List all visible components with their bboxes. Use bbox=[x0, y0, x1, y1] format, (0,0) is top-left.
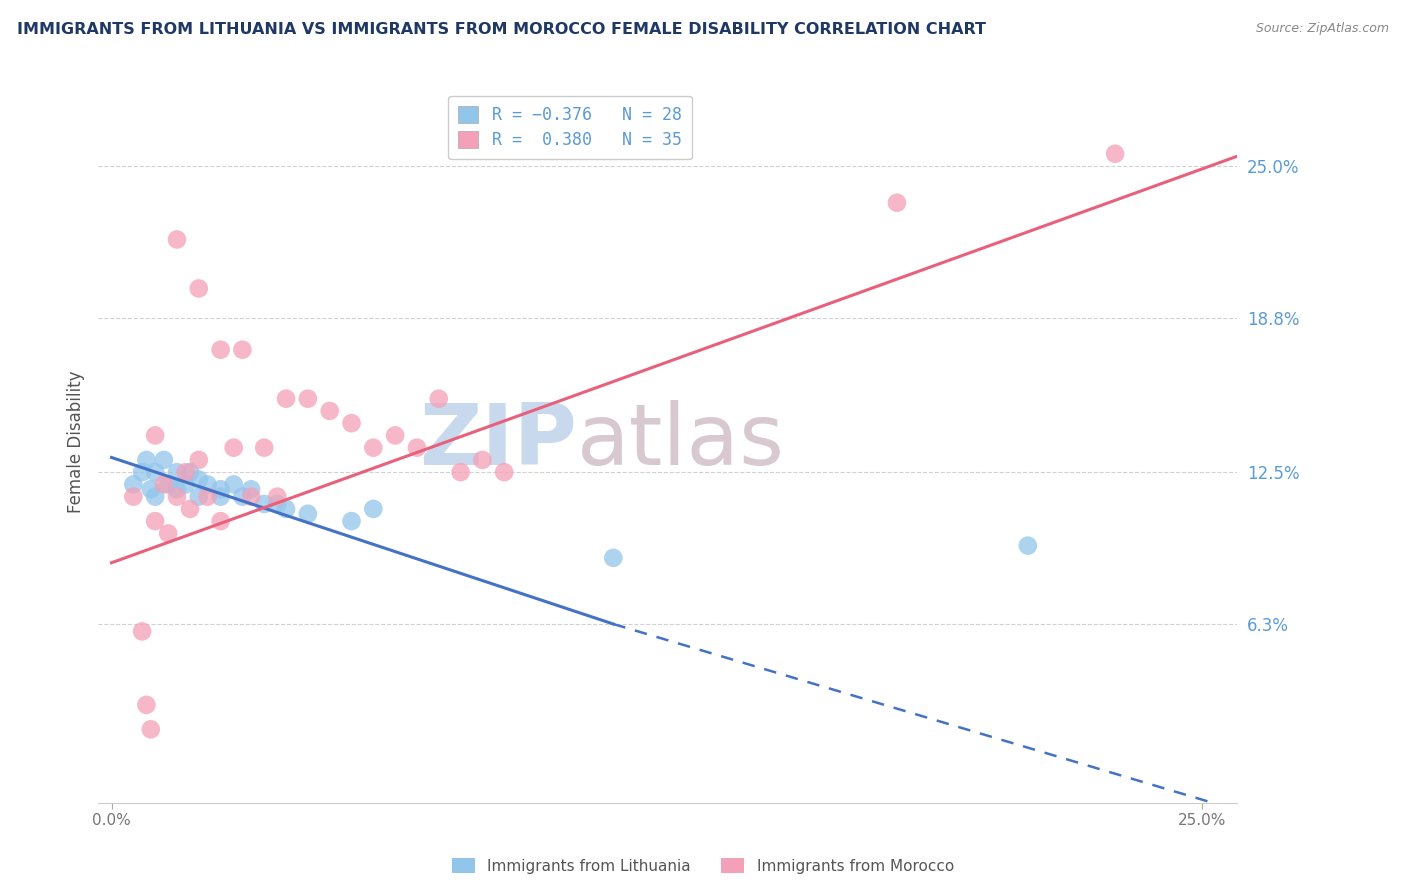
Point bbox=[222, 477, 245, 491]
Point bbox=[602, 550, 624, 565]
Point bbox=[166, 490, 188, 504]
Point bbox=[222, 441, 245, 455]
Point bbox=[139, 723, 162, 737]
Point bbox=[179, 502, 201, 516]
Point bbox=[297, 507, 319, 521]
Point bbox=[209, 514, 232, 528]
Point bbox=[157, 526, 180, 541]
Text: IMMIGRANTS FROM LITHUANIA VS IMMIGRANTS FROM MOROCCO FEMALE DISABILITY CORRELATI: IMMIGRANTS FROM LITHUANIA VS IMMIGRANTS … bbox=[17, 22, 986, 37]
Point bbox=[340, 416, 363, 430]
Point bbox=[166, 232, 188, 246]
Point bbox=[187, 453, 209, 467]
Point bbox=[450, 465, 472, 479]
Point bbox=[157, 477, 180, 491]
Text: ZIP: ZIP bbox=[419, 400, 576, 483]
Point bbox=[231, 490, 253, 504]
Point bbox=[153, 477, 176, 491]
Point bbox=[179, 465, 201, 479]
Point bbox=[340, 514, 363, 528]
Point bbox=[197, 477, 219, 491]
Point bbox=[363, 502, 385, 516]
Point bbox=[209, 483, 232, 497]
Point bbox=[297, 392, 319, 406]
Point bbox=[1017, 539, 1039, 553]
Point bbox=[122, 490, 145, 504]
Point bbox=[143, 465, 166, 479]
Point bbox=[266, 490, 288, 504]
Point bbox=[187, 473, 209, 487]
Point bbox=[318, 404, 340, 418]
Point bbox=[231, 343, 253, 357]
Point bbox=[187, 490, 209, 504]
Y-axis label: Female Disability: Female Disability bbox=[66, 370, 84, 513]
Point bbox=[174, 477, 197, 491]
Point bbox=[240, 483, 263, 497]
Point bbox=[153, 453, 176, 467]
Point bbox=[427, 392, 450, 406]
Point bbox=[139, 483, 162, 497]
Point bbox=[143, 428, 166, 442]
Point bbox=[494, 465, 516, 479]
Point bbox=[384, 428, 406, 442]
Point bbox=[240, 490, 263, 504]
Point bbox=[266, 497, 288, 511]
Point bbox=[135, 453, 157, 467]
Point bbox=[886, 195, 908, 210]
Point bbox=[143, 514, 166, 528]
Point bbox=[174, 465, 197, 479]
Point bbox=[274, 502, 297, 516]
Point bbox=[363, 441, 385, 455]
Point bbox=[274, 392, 297, 406]
Point bbox=[143, 490, 166, 504]
Point bbox=[209, 343, 232, 357]
Point bbox=[471, 453, 494, 467]
Point bbox=[135, 698, 157, 712]
Point bbox=[131, 465, 153, 479]
Point bbox=[122, 477, 145, 491]
Point bbox=[166, 465, 188, 479]
Point bbox=[1104, 146, 1126, 161]
Point bbox=[253, 497, 276, 511]
Point bbox=[187, 281, 209, 295]
Point bbox=[197, 490, 219, 504]
Legend: Immigrants from Lithuania, Immigrants from Morocco: Immigrants from Lithuania, Immigrants fr… bbox=[446, 852, 960, 880]
Point bbox=[166, 483, 188, 497]
Text: Source: ZipAtlas.com: Source: ZipAtlas.com bbox=[1256, 22, 1389, 36]
Point bbox=[406, 441, 429, 455]
Text: atlas: atlas bbox=[576, 400, 785, 483]
Point bbox=[131, 624, 153, 639]
Legend: R = −0.376   N = 28, R =  0.380   N = 35: R = −0.376 N = 28, R = 0.380 N = 35 bbox=[449, 95, 692, 159]
Point bbox=[253, 441, 276, 455]
Point bbox=[209, 490, 232, 504]
